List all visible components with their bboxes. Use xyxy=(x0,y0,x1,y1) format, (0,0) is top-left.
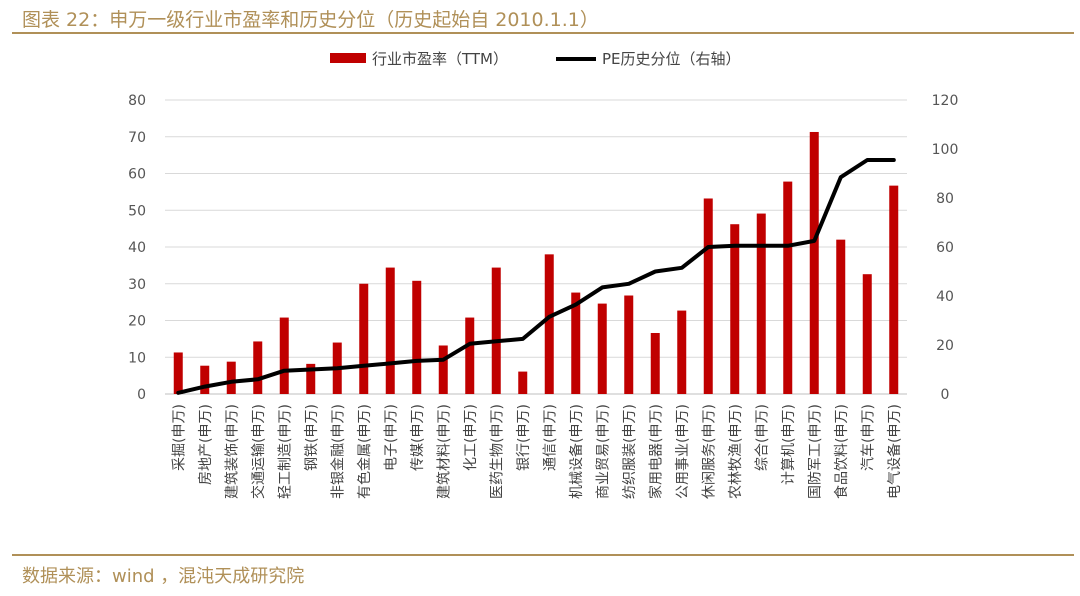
bar xyxy=(650,332,660,394)
category-label: 房地产(申万) xyxy=(198,404,214,485)
category-label: 计算机(申万) xyxy=(781,404,797,485)
bar xyxy=(809,131,819,394)
right-tick-label: 100 xyxy=(932,142,959,158)
legend-line-label: PE历史分位（右轴） xyxy=(602,50,741,68)
gridlines xyxy=(165,99,907,395)
right-tick-label: 40 xyxy=(936,289,954,305)
left-tick-label: 80 xyxy=(128,93,146,109)
category-label: 有色金属(申万) xyxy=(356,404,373,499)
category-label: 电子(申万) xyxy=(383,404,399,471)
category-label: 建筑装饰(申万) xyxy=(224,404,240,499)
category-label: 通信(申万) xyxy=(542,404,558,471)
category-label: 公用事业(申万) xyxy=(675,404,691,499)
left-tick-label: 20 xyxy=(128,314,146,330)
right-tick-label: 120 xyxy=(932,93,959,109)
category-label: 银行(申万) xyxy=(516,404,532,471)
right-axis-ticks: 0 20 40 60 80 100 120 xyxy=(932,93,959,403)
bar xyxy=(730,224,740,394)
category-label: 采掘(申万) xyxy=(171,404,187,471)
bar xyxy=(703,198,713,394)
bar xyxy=(438,345,448,394)
category-label: 综合(申万) xyxy=(754,404,770,471)
bar xyxy=(279,317,289,394)
category-label: 电气设备(申万) xyxy=(886,404,903,499)
right-tick-label: 60 xyxy=(936,240,954,256)
category-label: 国防军工(申万) xyxy=(807,404,823,499)
left-tick-label: 40 xyxy=(128,240,146,256)
left-tick-label: 50 xyxy=(128,203,146,219)
bar xyxy=(385,267,395,394)
left-tick-label: 30 xyxy=(128,277,146,293)
bar xyxy=(756,213,766,394)
left-tick-label: 70 xyxy=(128,130,146,146)
title-divider xyxy=(12,32,1074,34)
category-label: 商业贸易(申万) xyxy=(595,404,611,499)
legend-bar-swatch xyxy=(330,53,366,63)
bar xyxy=(465,317,475,394)
pe-percentile-line xyxy=(176,158,896,395)
category-label: 钢铁(申万) xyxy=(304,404,320,471)
bar xyxy=(862,274,872,394)
bar xyxy=(253,341,263,394)
category-label: 机械设备(申万) xyxy=(568,404,585,499)
legend: 行业市盈率（TTM） PE历史分位（右轴） xyxy=(330,50,741,68)
category-label: 医药生物(申万) xyxy=(489,404,505,499)
bar xyxy=(518,371,528,394)
bar xyxy=(836,239,846,394)
legend-bar-label: 行业市盈率（TTM） xyxy=(372,50,508,68)
right-tick-label: 20 xyxy=(936,338,954,354)
bar xyxy=(677,310,687,394)
bar xyxy=(226,361,236,394)
bar xyxy=(306,363,316,394)
source-note: 数据来源：wind ，混沌天成研究院 xyxy=(22,566,305,587)
bar xyxy=(412,280,422,394)
bar xyxy=(359,283,369,394)
left-axis-ticks: 0 10 20 30 40 50 60 70 80 xyxy=(128,93,146,403)
category-label: 休闲服务(申万) xyxy=(701,404,717,499)
bar xyxy=(544,254,554,394)
category-label: 食品饮料(申万) xyxy=(833,404,850,499)
bar xyxy=(491,267,501,394)
bar xyxy=(571,292,581,394)
category-label: 非银金融(申万) xyxy=(330,404,346,499)
bar xyxy=(173,352,183,394)
bar xyxy=(889,185,899,394)
category-label: 家用电器(申万) xyxy=(647,404,664,499)
left-tick-label: 60 xyxy=(128,167,146,183)
category-label: 汽车(申万) xyxy=(859,404,876,471)
bar xyxy=(597,303,607,394)
bar xyxy=(624,295,634,394)
bar xyxy=(783,181,793,394)
source-divider xyxy=(12,554,1074,556)
chart-title: 图表 22：申万一级行业市盈率和历史分位（历史起始自 2010.1.1） xyxy=(22,9,599,31)
bar xyxy=(200,365,210,394)
category-label: 轻工制造(申万) xyxy=(277,404,293,499)
category-label: 传媒(申万) xyxy=(410,404,426,471)
category-label: 建筑材料(申万) xyxy=(436,404,452,499)
left-tick-label: 10 xyxy=(128,350,146,366)
right-tick-label: 0 xyxy=(941,387,950,403)
bar-series xyxy=(173,131,899,394)
left-tick-label: 0 xyxy=(137,387,146,403)
category-labels: 采掘(申万) 房地产(申万) 建筑装饰(申万) 交通运输(申万) 轻工制造(申万) 钢铁(… xyxy=(171,404,903,499)
category-label: 交通运输(申万) xyxy=(250,404,267,499)
category-label: 化工(申万) xyxy=(463,404,479,471)
right-tick-label: 80 xyxy=(936,191,954,207)
category-label: 农林牧渔(申万) xyxy=(728,404,744,499)
category-label: 纺织服装(申万) xyxy=(622,404,638,499)
